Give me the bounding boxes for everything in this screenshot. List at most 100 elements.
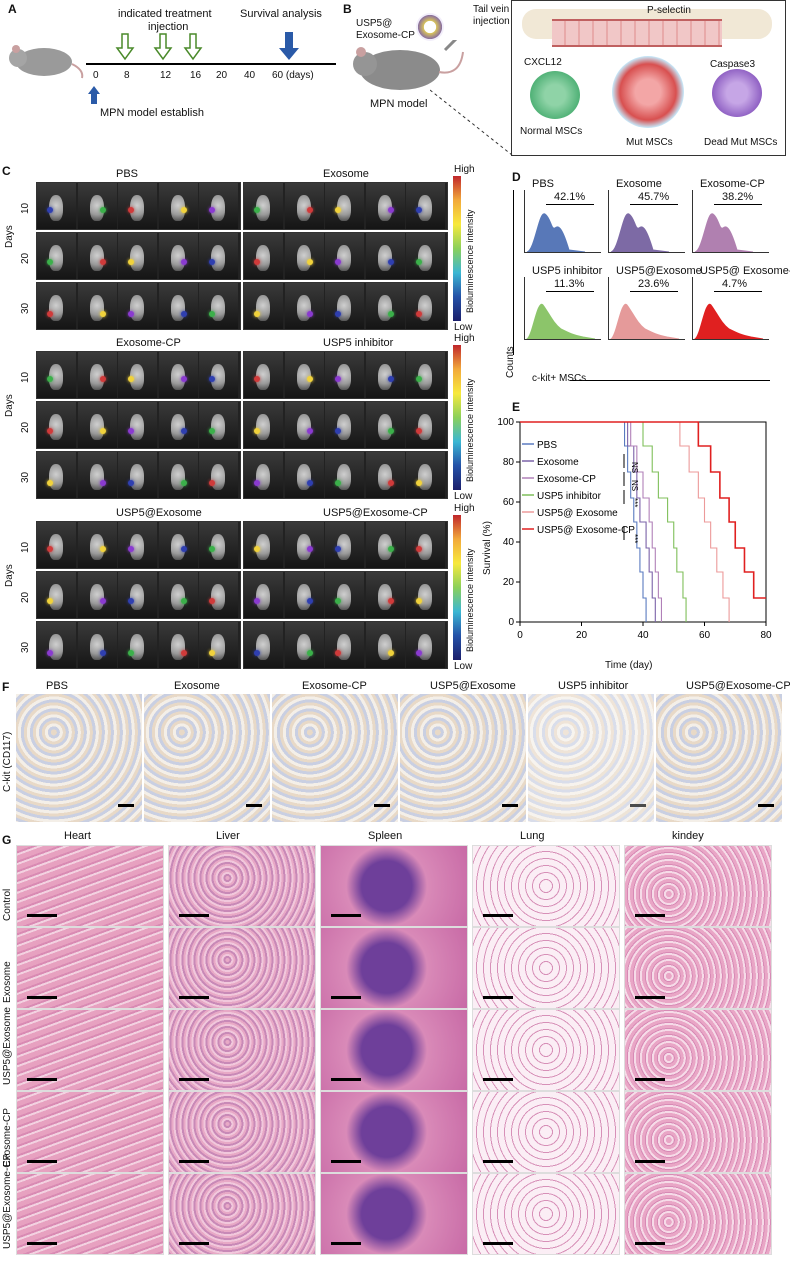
mouse-tile (244, 402, 283, 448)
mouse-tile (158, 283, 198, 329)
mouse-tile (325, 233, 365, 279)
histogram-curve (525, 304, 596, 340)
hist-title: USP5@ Exosome-CP (700, 265, 790, 277)
signal-spot (254, 376, 260, 382)
mouse-tile (244, 283, 283, 329)
signal-spot (335, 650, 342, 656)
mouse-tile (158, 233, 198, 279)
gate-line (630, 291, 678, 292)
mouse-figure (296, 584, 311, 610)
signal-spot (254, 546, 260, 552)
signal-spot (416, 480, 423, 486)
signal-spot (387, 376, 394, 382)
mouse-figure (49, 364, 63, 390)
injection-label: injection (148, 21, 189, 33)
hist-title: USP5@Exosome (616, 265, 702, 277)
signal-spot (180, 546, 187, 552)
legend-label: Exosome-CP (537, 474, 596, 485)
low-label: Low (454, 491, 473, 502)
signal-spot (209, 428, 216, 434)
scale-bar (179, 996, 209, 999)
mouse-tile (158, 572, 198, 618)
signal-spot (47, 259, 53, 265)
signal-spot (335, 376, 342, 382)
imaging-frame (243, 621, 448, 669)
signal-spot (335, 546, 342, 552)
mouse-tile (199, 233, 239, 279)
panel-e-label: E (512, 400, 521, 414)
mouse-tile (406, 183, 446, 229)
ihc-image (272, 694, 398, 822)
signal-spot (254, 311, 260, 317)
signal-spot (180, 311, 187, 317)
ihc-title: Exosome-CP (302, 680, 367, 692)
day-label: 30 (20, 641, 31, 653)
mouse-tile (284, 352, 324, 398)
signal-spot (180, 207, 187, 213)
scale-bar (483, 1078, 513, 1081)
signal-spot (209, 650, 216, 656)
high-label: High (454, 503, 475, 514)
tick-8: 8 (124, 70, 130, 81)
scale-bar (374, 804, 390, 807)
mouse-figure (296, 195, 311, 221)
ihc-image (400, 694, 526, 822)
mouse-figure (418, 634, 433, 660)
hist-title: Exosome (616, 178, 662, 190)
row-label: USP5@Exosome (2, 1007, 13, 1085)
mouse-figure (296, 464, 311, 490)
normal-label: Normal MSCs (520, 126, 583, 137)
mouse-figure (418, 414, 433, 440)
organ-title: Lung (520, 830, 545, 842)
signal-spot (416, 650, 423, 656)
signal-spot (99, 546, 106, 552)
mouse-tile (325, 402, 365, 448)
mouse-figure (211, 634, 226, 660)
mouse-figure (377, 364, 392, 390)
mouse-tile (158, 522, 198, 568)
mouse-figure (256, 414, 270, 440)
gate-percent: 4.7% (722, 278, 748, 290)
mouse-figure (130, 634, 145, 660)
group-title: PBS (116, 168, 139, 180)
scale-bar (635, 1078, 665, 1081)
signal-spot (416, 376, 423, 382)
survival-arrow (279, 32, 299, 60)
survival-label: Survival analysis (240, 8, 322, 20)
establish-label: MPN model establish (100, 107, 204, 119)
mouse-figure (170, 634, 185, 660)
mouse-figure (337, 414, 352, 440)
mouse-tile (199, 452, 239, 498)
gate-line (714, 204, 762, 205)
mechanism-box: P-selectin CXCL12 Caspase3 Normal MSCs M… (511, 0, 786, 156)
ihc-image (528, 694, 654, 822)
histogram-curve (609, 304, 680, 340)
x-tick-label: 60 (699, 630, 711, 641)
he-image (168, 927, 316, 1009)
scale-bar (27, 996, 57, 999)
mouse-figure (130, 584, 145, 610)
mouse-figure (256, 534, 270, 560)
signal-spot (128, 428, 135, 434)
imaging-frame (36, 282, 241, 330)
mouse-figure (337, 295, 352, 321)
days-title: Days (4, 564, 15, 587)
signal-spot (306, 650, 313, 656)
mouse-tile (284, 233, 324, 279)
signal-spot (335, 311, 342, 317)
histogram-curve (693, 304, 764, 340)
he-image (16, 927, 164, 1009)
scale-bar (635, 914, 665, 917)
hist-title: Exosome-CP (700, 178, 765, 190)
organ-title: Liver (216, 830, 240, 842)
imaging-frame (36, 351, 241, 399)
signal-spot (387, 480, 394, 486)
mouse-figure (256, 245, 270, 271)
timeline-axis (86, 63, 336, 65)
days-title: Days (4, 225, 15, 248)
legend-label: USP5@ Exosome-CP (537, 525, 635, 536)
he-image (16, 845, 164, 927)
mouse-tile (365, 522, 405, 568)
scale-bar (502, 804, 518, 807)
flow-y-axis (513, 190, 514, 355)
